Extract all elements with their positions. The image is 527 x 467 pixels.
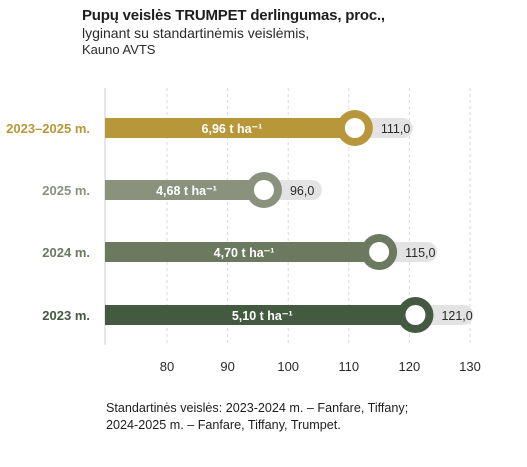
value-label: 115,0 — [405, 246, 435, 260]
value-label: 111,0 — [381, 122, 410, 136]
footnote: Standartinės veislės: 2023-2024 m. – Fan… — [106, 400, 408, 433]
footnote-line-1: Standartinės veislės: 2023-2024 m. – Fan… — [106, 401, 409, 415]
bar-end-marker-inner — [344, 118, 365, 138]
bar-row: 2023–2025 m. 6,96 t ha⁻¹ 111,0 — [6, 110, 413, 146]
x-tick-label: 120 — [399, 359, 421, 374]
bar-label: 5,10 t ha⁻¹ — [232, 309, 293, 323]
title-block: Pupų veislės TRUMPET derlingumas, proc.,… — [82, 6, 385, 58]
category-label: 2023–2025 m. — [6, 121, 90, 136]
chart-location: Kauno AVTS — [82, 42, 156, 57]
bar-label: 6,96 t ha⁻¹ — [202, 122, 263, 136]
x-tick-label: 110 — [338, 359, 359, 374]
chart-title: Pupų veislės TRUMPET derlingumas, proc., — [82, 7, 385, 24]
footnote-line-2: 2024-2025 m. – Fanfare, Tiffany, Trumpet… — [106, 417, 341, 432]
x-tick-label: 90 — [220, 359, 234, 374]
bar-label: 4,70 t ha⁻¹ — [214, 246, 275, 260]
category-label: 2023 m. — [42, 308, 90, 323]
category-label: 2025 m. — [42, 183, 90, 198]
value-label: 121,0 — [441, 309, 472, 323]
bar-label: 4,68 t ha⁻¹ — [156, 184, 217, 198]
bar — [105, 180, 264, 200]
bar-row: 2025 m. 4,68 t ha⁻¹ 96,0 — [42, 172, 322, 208]
bar-row: 2023 m. 5,10 t ha⁻¹ 121,0 — [42, 297, 474, 333]
bar-end-marker-inner — [405, 305, 426, 325]
bar — [105, 305, 416, 325]
x-tick-label: 80 — [160, 359, 174, 374]
category-label: 2024 m. — [42, 245, 90, 260]
x-tick-label: 130 — [459, 359, 481, 374]
value-label: 96,0 — [290, 184, 314, 198]
x-tick-label: 100 — [277, 359, 299, 374]
bar — [105, 118, 355, 138]
bar-end-marker-inner — [369, 242, 390, 262]
bar-row: 2024 m. 4,70 t ha⁻¹ 115,0 — [42, 234, 438, 270]
bar-end-marker-inner — [253, 180, 274, 200]
chart-subtitle: lyginant su standartinėmis veislėmis, — [82, 25, 310, 41]
bar — [105, 242, 380, 262]
